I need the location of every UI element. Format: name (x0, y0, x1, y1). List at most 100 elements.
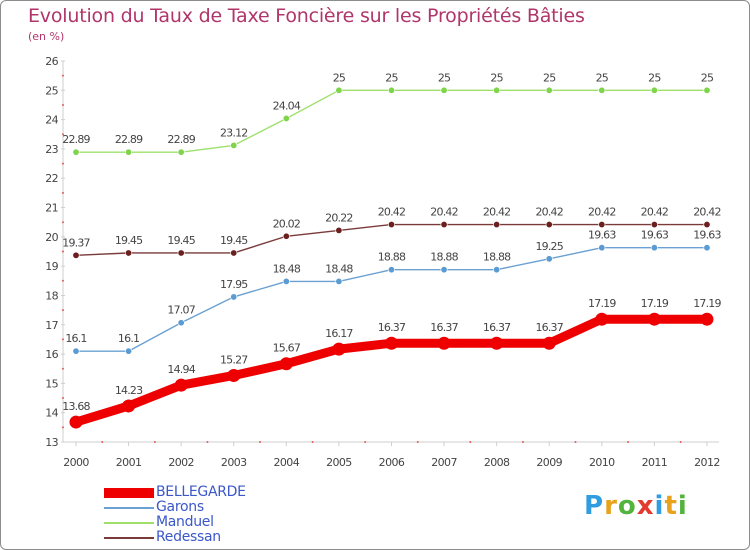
data-label-manduel: 23.12 (220, 126, 248, 139)
chart-subtitle: (en %) (28, 30, 65, 43)
x-tick-label: 2008 (484, 456, 510, 469)
x-tick-label: 2010 (589, 456, 615, 469)
data-point-garons (387, 266, 395, 274)
data-point-bellegarde (595, 312, 609, 326)
data-label-bellegarde: 14.94 (167, 363, 195, 376)
data-label-bellegarde: 15.27 (220, 353, 248, 366)
data-point-manduel (282, 114, 290, 122)
y-tick-label: 21 (45, 202, 58, 215)
data-point-bellegarde (490, 336, 504, 350)
data-label-garons: 16.1 (118, 332, 139, 345)
data-label-redessan: 20.42 (535, 206, 563, 219)
data-label-redessan: 20.42 (378, 206, 406, 219)
y-tick-label: 25 (45, 84, 58, 97)
y-minor-dot (62, 162, 64, 165)
data-label-redessan: 20.42 (483, 206, 511, 219)
logo-letter: P (584, 491, 605, 521)
data-point-redessan (440, 221, 448, 229)
data-label-redessan: 19.45 (167, 234, 195, 247)
data-point-redessan (230, 249, 238, 257)
legend-swatch (104, 507, 154, 509)
data-label-bellegarde: 16.37 (535, 321, 563, 334)
data-point-bellegarde (122, 399, 136, 413)
y-tick-label: 24 (45, 114, 58, 127)
data-label-garons: 19.63 (641, 229, 669, 242)
data-label-redessan: 19.37 (62, 236, 90, 249)
y-tick-label: 23 (45, 143, 58, 156)
x-minor-dot (153, 441, 156, 443)
data-point-garons (545, 255, 553, 263)
data-point-manduel (545, 86, 553, 94)
y-minor-dot (62, 309, 64, 312)
data-label-bellegarde: 16.17 (325, 327, 353, 340)
data-label-redessan: 20.42 (430, 206, 458, 219)
y-tick-label: 18 (45, 289, 58, 302)
x-minor-dot (521, 441, 524, 443)
legend-label: BELLEGARDE (156, 484, 246, 500)
data-label-manduel: 25 (490, 71, 503, 84)
data-point-redessan (282, 232, 290, 240)
data-label-redessan: 19.45 (115, 234, 143, 247)
data-point-bellegarde (700, 312, 714, 326)
legend-swatch (104, 522, 154, 524)
data-point-manduel (177, 148, 185, 156)
data-point-redessan (125, 249, 133, 257)
data-label-garons: 16.1 (65, 332, 86, 345)
data-label-manduel: 22.89 (115, 133, 143, 146)
data-label-bellegarde: 13.68 (62, 400, 90, 413)
data-point-redessan (387, 221, 395, 229)
data-point-bellegarde (542, 336, 556, 350)
y-minor-dot (62, 397, 64, 400)
y-minor-dot (62, 426, 64, 429)
x-tick-label: 2005 (326, 456, 352, 469)
data-point-garons (230, 293, 238, 301)
data-point-garons (493, 266, 501, 274)
data-label-bellegarde: 17.19 (641, 297, 669, 310)
data-point-redessan (703, 221, 711, 229)
x-tick-label: 2009 (536, 456, 562, 469)
legend-label: Redessan (156, 529, 221, 545)
data-point-redessan (598, 221, 606, 229)
data-point-manduel (72, 148, 80, 156)
data-point-redessan (545, 221, 553, 229)
y-tick-label: 14 (45, 407, 58, 420)
data-label-bellegarde: 16.37 (430, 321, 458, 334)
data-point-garons (335, 277, 343, 285)
data-point-bellegarde (279, 357, 293, 371)
y-minor-dot (62, 103, 64, 106)
data-label-garons: 18.88 (483, 251, 511, 264)
data-point-bellegarde (332, 342, 346, 356)
y-tick-label: 20 (45, 231, 58, 244)
data-point-garons (282, 277, 290, 285)
data-label-bellegarde: 16.37 (378, 321, 406, 334)
y-tick-label: 17 (45, 319, 58, 332)
data-label-bellegarde: 16.37 (483, 321, 511, 334)
data-point-redessan (335, 226, 343, 234)
legend-label: Garons (156, 499, 204, 515)
x-minor-dot (206, 441, 209, 443)
x-tick-label: 2011 (642, 456, 668, 469)
data-label-garons: 18.88 (378, 251, 406, 264)
data-point-bellegarde (69, 415, 83, 429)
y-tick-label: 19 (45, 260, 58, 273)
legend-swatch (104, 488, 154, 498)
data-label-manduel: 22.89 (62, 133, 90, 146)
y-minor-dot (62, 367, 64, 370)
data-point-garons (650, 244, 658, 252)
data-label-manduel: 25 (701, 71, 714, 84)
y-minor-dot (62, 221, 64, 224)
data-point-manduel (125, 148, 133, 156)
x-minor-dot (627, 441, 630, 443)
data-point-garons (177, 319, 185, 327)
data-label-manduel: 24.04 (273, 99, 301, 112)
legend-swatch (104, 537, 154, 539)
data-label-garons: 19.25 (535, 240, 563, 253)
x-minor-dot (311, 441, 314, 443)
data-label-manduel: 25 (596, 71, 609, 84)
logo-letter: i (677, 491, 688, 521)
x-minor-dot (574, 441, 577, 443)
x-tick-label: 2012 (694, 456, 720, 469)
data-point-redessan (72, 251, 80, 259)
